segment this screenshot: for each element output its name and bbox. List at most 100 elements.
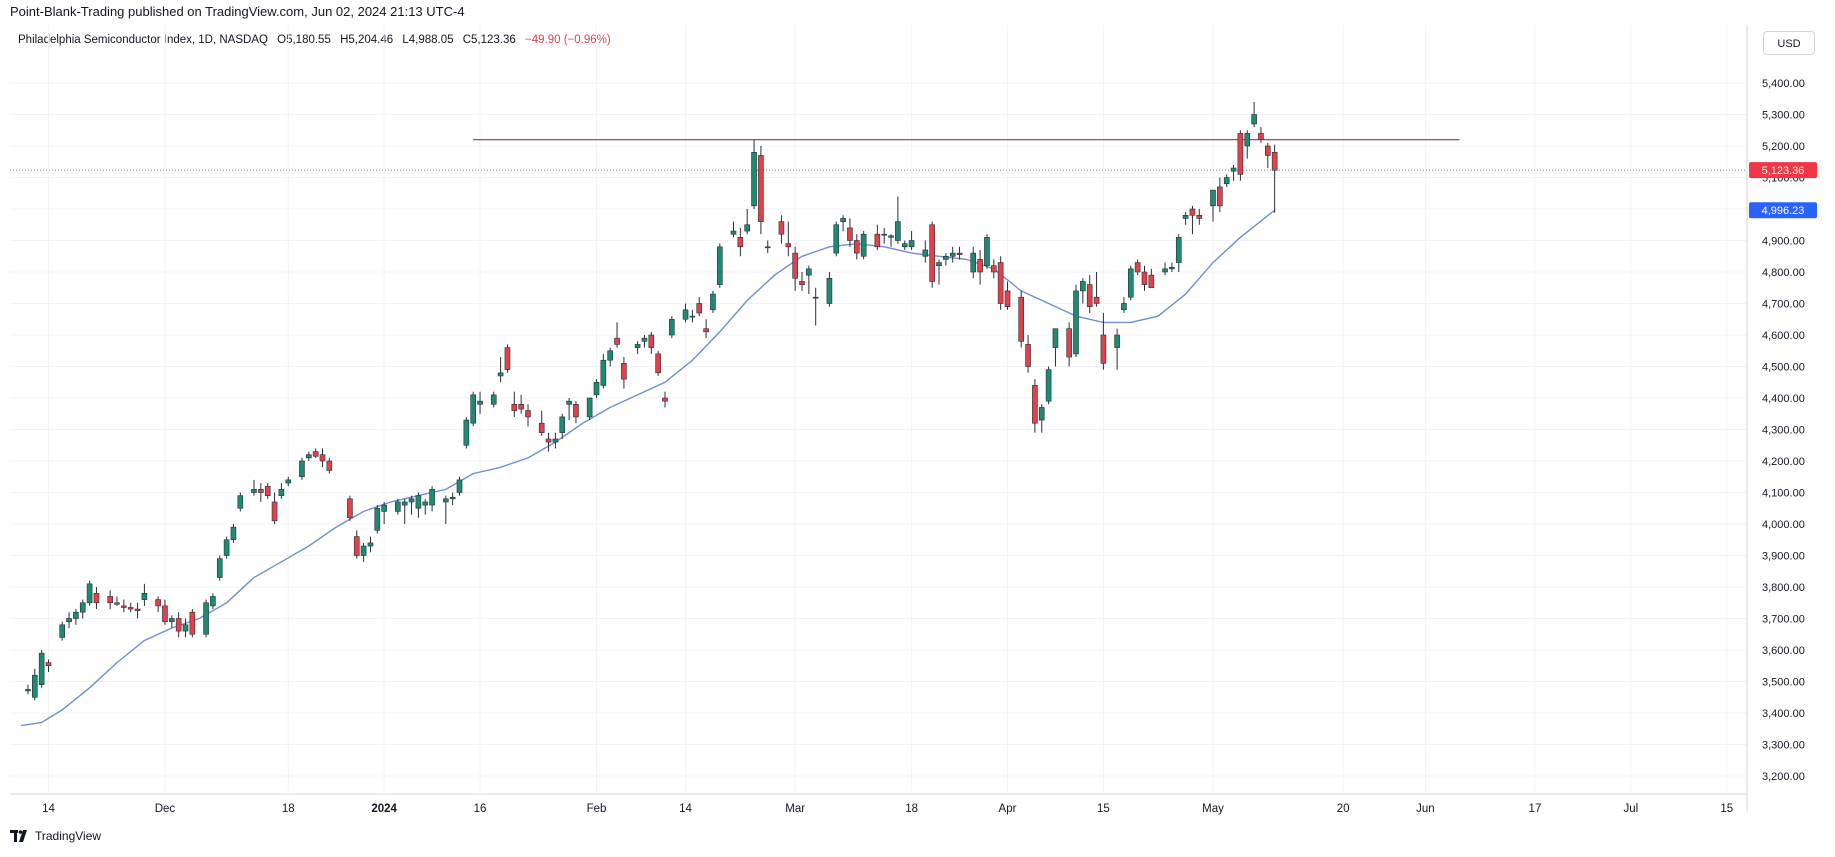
candle-body bbox=[1045, 369, 1052, 402]
candle-down bbox=[696, 297, 703, 317]
candle-body bbox=[305, 454, 312, 459]
candle-body bbox=[943, 255, 949, 260]
candle-up bbox=[812, 287, 819, 326]
candle-body bbox=[1148, 274, 1155, 289]
candle-up bbox=[210, 593, 216, 610]
candle-body bbox=[1121, 303, 1127, 311]
candle-up bbox=[1251, 101, 1257, 128]
candle-body bbox=[1004, 290, 1011, 307]
candle-down bbox=[538, 410, 545, 436]
y-tick-label: 4,500.00 bbox=[1762, 362, 1805, 374]
candle-body bbox=[997, 262, 1004, 304]
candle-down bbox=[1237, 130, 1244, 181]
candle-up bbox=[1162, 262, 1168, 276]
x-tick-label: 20 bbox=[1337, 803, 1350, 815]
candle-down bbox=[271, 492, 278, 524]
last-price-badge-text: 5,123.36 bbox=[1762, 165, 1805, 177]
candle-body bbox=[764, 246, 771, 249]
candle-up bbox=[943, 253, 949, 266]
candle-body bbox=[223, 539, 230, 556]
candle-body bbox=[490, 394, 497, 405]
candle-body bbox=[847, 227, 853, 241]
low-value: L4,988.05 bbox=[402, 34, 454, 46]
candle-body bbox=[216, 558, 223, 578]
candle-up bbox=[381, 501, 387, 524]
candle-body bbox=[45, 662, 52, 667]
candle-up bbox=[86, 580, 93, 606]
candle-body bbox=[360, 545, 367, 556]
x-tick-label: 14 bbox=[42, 803, 55, 815]
candle-body bbox=[401, 501, 408, 506]
candle-up bbox=[1121, 297, 1127, 313]
x-tick-label: 16 bbox=[474, 803, 487, 815]
y-tick-label: 4,800.00 bbox=[1762, 267, 1805, 279]
candle-body bbox=[607, 350, 614, 361]
x-tick-label: 2024 bbox=[371, 803, 397, 815]
candle-body bbox=[1258, 133, 1264, 140]
candle-up bbox=[182, 618, 189, 638]
candle-body bbox=[127, 607, 134, 610]
candle-down bbox=[758, 146, 764, 235]
candle-body bbox=[881, 233, 888, 236]
candle-down bbox=[956, 246, 963, 260]
candle-body bbox=[258, 489, 264, 493]
candle-down bbox=[1025, 335, 1031, 373]
y-tick-label: 3,800.00 bbox=[1762, 582, 1805, 594]
candle-body bbox=[353, 536, 360, 556]
candle-body bbox=[1244, 133, 1251, 147]
candle-up bbox=[1210, 189, 1216, 222]
publisher-line: Point-Blank-Trading published on Trading… bbox=[10, 4, 465, 19]
candle-down bbox=[874, 224, 881, 250]
candle-up bbox=[641, 335, 648, 348]
candle-up bbox=[682, 303, 689, 323]
candle-body bbox=[1032, 385, 1038, 424]
candle-up bbox=[360, 542, 367, 562]
candle-down bbox=[1258, 127, 1264, 143]
candle-up bbox=[949, 246, 956, 263]
candle-up bbox=[230, 524, 237, 543]
last-price-badge: 5,123.36 bbox=[1749, 162, 1817, 179]
y-tick-label: 4,900.00 bbox=[1762, 236, 1805, 248]
x-tick-label: Jul bbox=[1623, 803, 1638, 815]
candle-body bbox=[1018, 296, 1025, 342]
candle-body bbox=[730, 230, 737, 235]
candle-up bbox=[970, 246, 977, 279]
candle-up bbox=[367, 536, 374, 553]
tradingview-logo-icon bbox=[10, 830, 27, 842]
candle-down bbox=[319, 448, 326, 468]
candle-down bbox=[264, 483, 271, 499]
y-tick-label: 5,400.00 bbox=[1762, 78, 1805, 90]
candle-body bbox=[347, 498, 353, 518]
candle-up bbox=[305, 451, 312, 461]
ma-value-badge-text: 4,996.23 bbox=[1762, 205, 1805, 217]
candle-body bbox=[751, 152, 757, 207]
chart-grid bbox=[10, 25, 1747, 794]
candle-up bbox=[1244, 130, 1251, 159]
candle-body bbox=[169, 618, 175, 622]
candle-down bbox=[1265, 142, 1271, 169]
candle-body bbox=[422, 501, 429, 506]
candle-body bbox=[559, 416, 566, 433]
currency-button[interactable]: USD bbox=[1763, 31, 1815, 55]
candle-body bbox=[840, 218, 846, 222]
candle-body bbox=[1271, 152, 1278, 171]
candle-down bbox=[258, 483, 264, 502]
candle-down bbox=[326, 457, 333, 474]
y-tick-label: 3,200.00 bbox=[1762, 771, 1805, 783]
x-tick-label: Apr bbox=[999, 803, 1017, 815]
y-tick-label: 5,300.00 bbox=[1762, 110, 1805, 122]
candle-body bbox=[1141, 271, 1148, 285]
candle-down bbox=[1004, 281, 1011, 310]
candle-body bbox=[812, 296, 819, 299]
open-value: O5,180.55 bbox=[277, 34, 331, 46]
candle-down bbox=[1134, 259, 1141, 276]
candle-body bbox=[504, 347, 511, 370]
candle-up bbox=[251, 479, 257, 496]
candle-body bbox=[552, 438, 559, 443]
candle-body bbox=[59, 624, 66, 638]
candle-body bbox=[326, 460, 333, 471]
candle-up bbox=[490, 391, 497, 408]
candle-down bbox=[121, 599, 127, 613]
ma-value-badge: 4,996.23 bbox=[1749, 202, 1817, 219]
